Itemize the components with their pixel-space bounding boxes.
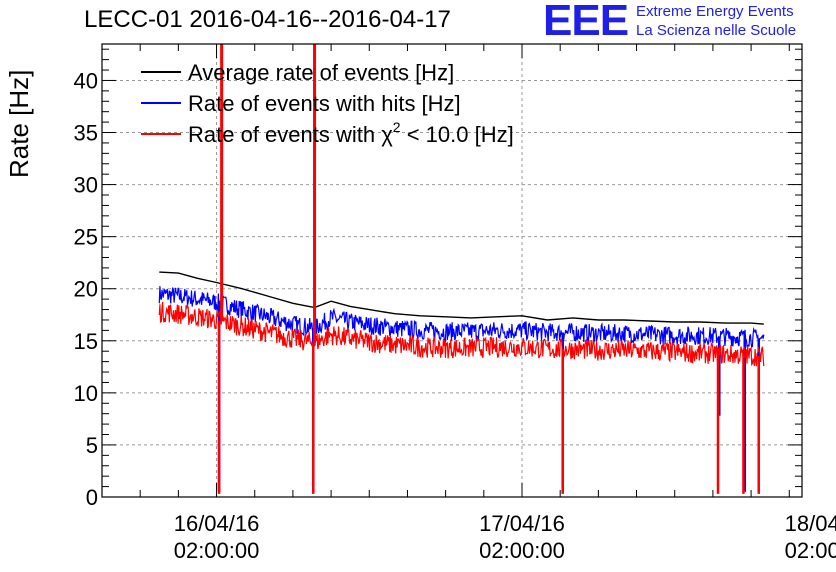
series-line-2 bbox=[158, 301, 765, 367]
series-line-1 bbox=[158, 286, 765, 349]
chart-title: LECC-01 2016-04-16--2016-04-17 bbox=[84, 6, 451, 33]
logo-text-line1: Extreme Energy Events bbox=[636, 3, 794, 20]
series-line-0 bbox=[159, 271, 764, 325]
y-tick-label: 0 bbox=[86, 485, 98, 510]
x-tick-time-label: 02:00:00 bbox=[479, 538, 565, 563]
legend-label: Average rate of events [Hz] bbox=[188, 60, 454, 85]
y-tick-label: 20 bbox=[74, 277, 98, 302]
logo-text-line2: La Scienza nelle Scuole bbox=[636, 22, 797, 39]
x-tick-date-label: 16/04/16 bbox=[174, 511, 260, 536]
y-tick-label: 30 bbox=[74, 173, 98, 198]
x-tick-time-label: 02:00:00 bbox=[174, 538, 260, 563]
y-tick-label: 5 bbox=[86, 433, 98, 458]
legend-label: Rate of events with χ2 < 10.0 [Hz] bbox=[188, 119, 514, 147]
y-tick-label: 25 bbox=[74, 225, 98, 250]
y-tick-label: 15 bbox=[74, 329, 98, 354]
x-tick-date-label: 18/04/16 bbox=[785, 511, 836, 536]
x-tick-time-label: 02:00:00 bbox=[785, 538, 836, 563]
legend-label: Rate of events with hits [Hz] bbox=[188, 91, 461, 116]
plot-frame bbox=[101, 43, 803, 498]
y-tick-label: 35 bbox=[74, 121, 98, 146]
x-tick-date-label: 17/04/16 bbox=[479, 511, 565, 536]
y-tick-label: 10 bbox=[74, 381, 98, 406]
y-tick-label: 40 bbox=[74, 68, 98, 93]
eee-logo: EEE bbox=[543, 0, 629, 45]
